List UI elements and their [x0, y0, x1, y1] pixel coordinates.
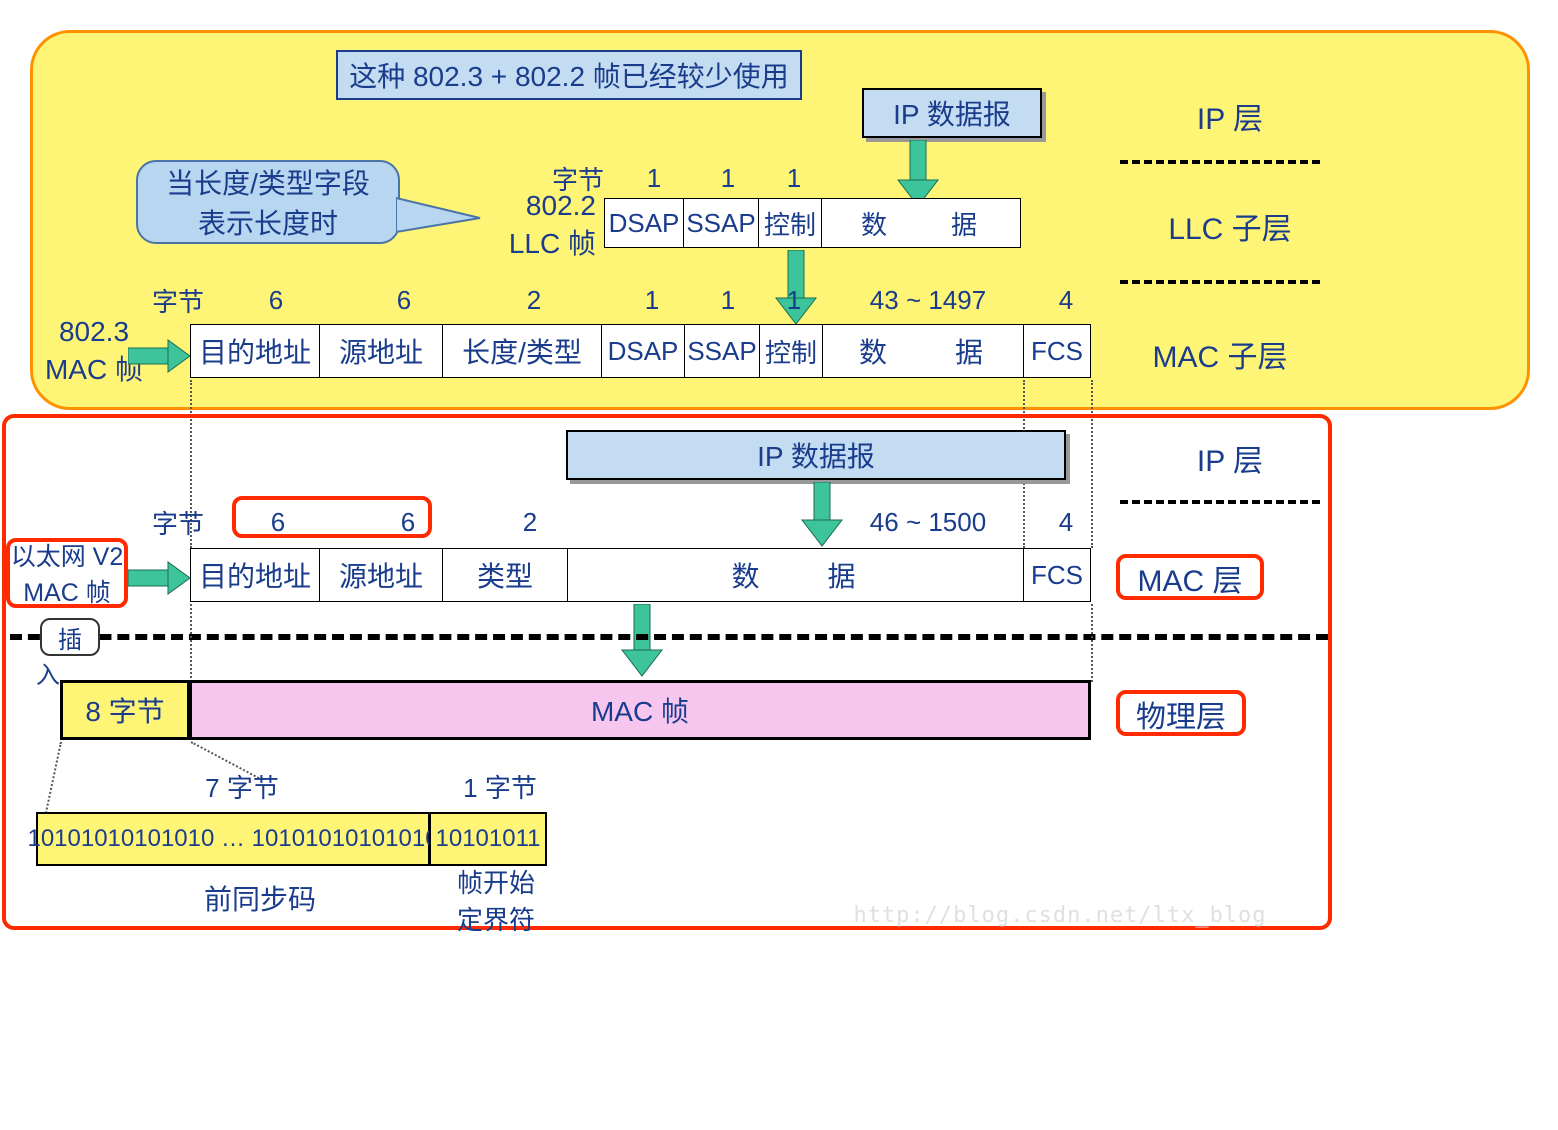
- v2-cell-1: 源地址: [319, 548, 443, 602]
- arrow-mac803: [128, 334, 194, 378]
- eight-bytes-box: 8 字节: [60, 680, 190, 740]
- bottom-side-ip: IP 层: [1150, 438, 1310, 478]
- mac-cell-0: 目的地址: [190, 324, 320, 378]
- banner-box: 这种 802.3 + 802.2 帧已经较少使用: [336, 50, 802, 100]
- v2-byte-3: 46 ~ 1500: [848, 504, 1008, 540]
- v2-byte-2: 2: [510, 504, 550, 540]
- llc-cell-ctrl: 控制: [758, 198, 822, 248]
- v2-cell-4: FCS: [1023, 548, 1091, 602]
- preamble-bytes-r: 1 字节: [450, 768, 550, 804]
- llc-frame-label: 802.2 LLC 帧: [468, 196, 596, 256]
- watermark: http://blog.csdn.net/ltx_blog: [820, 900, 1300, 930]
- llc-bytes-label: 字节: [548, 160, 608, 196]
- mac-byte-0: 6: [256, 282, 296, 318]
- v2-cell-2: 类型: [442, 548, 568, 602]
- arrow-v2-to-macbar: [612, 604, 672, 680]
- callout-bubble: 当长度/类型字段 表示长度时: [136, 160, 400, 244]
- preamble-box: 10101010101010 … 10101010101010: [36, 812, 430, 866]
- bottom-side-mac: MAC 层: [1118, 558, 1262, 598]
- mac-byte-3: 1: [632, 282, 672, 318]
- v2-label: 以太网 V2 MAC 帧: [8, 540, 126, 606]
- llc-label-l2: LLC 帧: [509, 222, 596, 262]
- callout-l2: 表示长度时: [198, 202, 338, 242]
- bottom-side-phy: 物理层: [1118, 694, 1244, 734]
- bottom-dash-1: [1120, 500, 1320, 504]
- v2-label-l1: 以太网 V2: [11, 537, 124, 573]
- v2-label-l2: MAC 帧: [23, 573, 111, 609]
- mac-cell-6: 数 据: [822, 324, 1024, 378]
- llc-byte-2: 1: [774, 160, 814, 196]
- llc-cell-dsap: DSAP: [604, 198, 684, 248]
- insert-bubble: 插: [40, 618, 100, 656]
- callout-l1: 当长度/类型字段: [166, 162, 370, 202]
- mac-bytes-label: 字节: [148, 282, 208, 318]
- v2-cell-3: 数 据: [567, 548, 1024, 602]
- sfd-label-l1: 帧开始: [457, 863, 535, 900]
- llc-cell-data: 数 据: [821, 198, 1021, 248]
- mac-byte-4: 1: [708, 282, 748, 318]
- phy-dash: [10, 634, 1328, 640]
- guide-v2: [1091, 604, 1093, 682]
- llc-byte-1: 1: [708, 160, 748, 196]
- sfd-box: 10101011: [429, 812, 547, 866]
- v2-bytes-label: 字节: [148, 504, 208, 540]
- top-side-llc: LLC 子层: [1130, 206, 1330, 246]
- mac-byte-7: 4: [1046, 282, 1086, 318]
- v2-cell-0: 目的地址: [190, 548, 320, 602]
- sfd-label-l2: 定界符: [457, 900, 535, 937]
- top-dash-1: [1120, 160, 1320, 164]
- mac-byte-1: 6: [384, 282, 424, 318]
- llc-byte-0: 1: [634, 160, 674, 196]
- mac-frame-bar: MAC 帧: [189, 680, 1091, 740]
- ip-datagram-bottom: IP 数据报: [566, 430, 1066, 480]
- sfd-label: 帧开始 定界符: [436, 870, 556, 930]
- v2-byte-4: 4: [1046, 504, 1086, 540]
- guide-v1: [190, 604, 192, 682]
- preamble-bytes-l: 7 字节: [192, 768, 292, 804]
- mac-cell-7: FCS: [1023, 324, 1091, 378]
- mac-byte-5: 1: [774, 282, 814, 318]
- top-side-ip: IP 层: [1150, 96, 1310, 136]
- top-side-mac: MAC 子层: [1110, 334, 1330, 374]
- mac-cell-2: 长度/类型: [442, 324, 602, 378]
- llc-cell-ssap: SSAP: [683, 198, 759, 248]
- mac803-l1: 802.3: [59, 316, 129, 348]
- preamble-label: 前同步码: [190, 880, 330, 916]
- mac-byte-6: 43 ~ 1497: [848, 282, 1008, 318]
- arrow-v2: [128, 556, 194, 600]
- ip-datagram-top: IP 数据报: [862, 88, 1042, 138]
- mac-cell-1: 源地址: [319, 324, 443, 378]
- arrow-ip-to-v2: [792, 482, 852, 550]
- mac-cell-4: SSAP: [684, 324, 760, 378]
- mac-cell-5: 控制: [759, 324, 823, 378]
- mac-cell-3: DSAP: [601, 324, 685, 378]
- mac-byte-2: 2: [514, 282, 554, 318]
- red-box-bytes: [232, 496, 432, 538]
- top-dash-2: [1120, 280, 1320, 284]
